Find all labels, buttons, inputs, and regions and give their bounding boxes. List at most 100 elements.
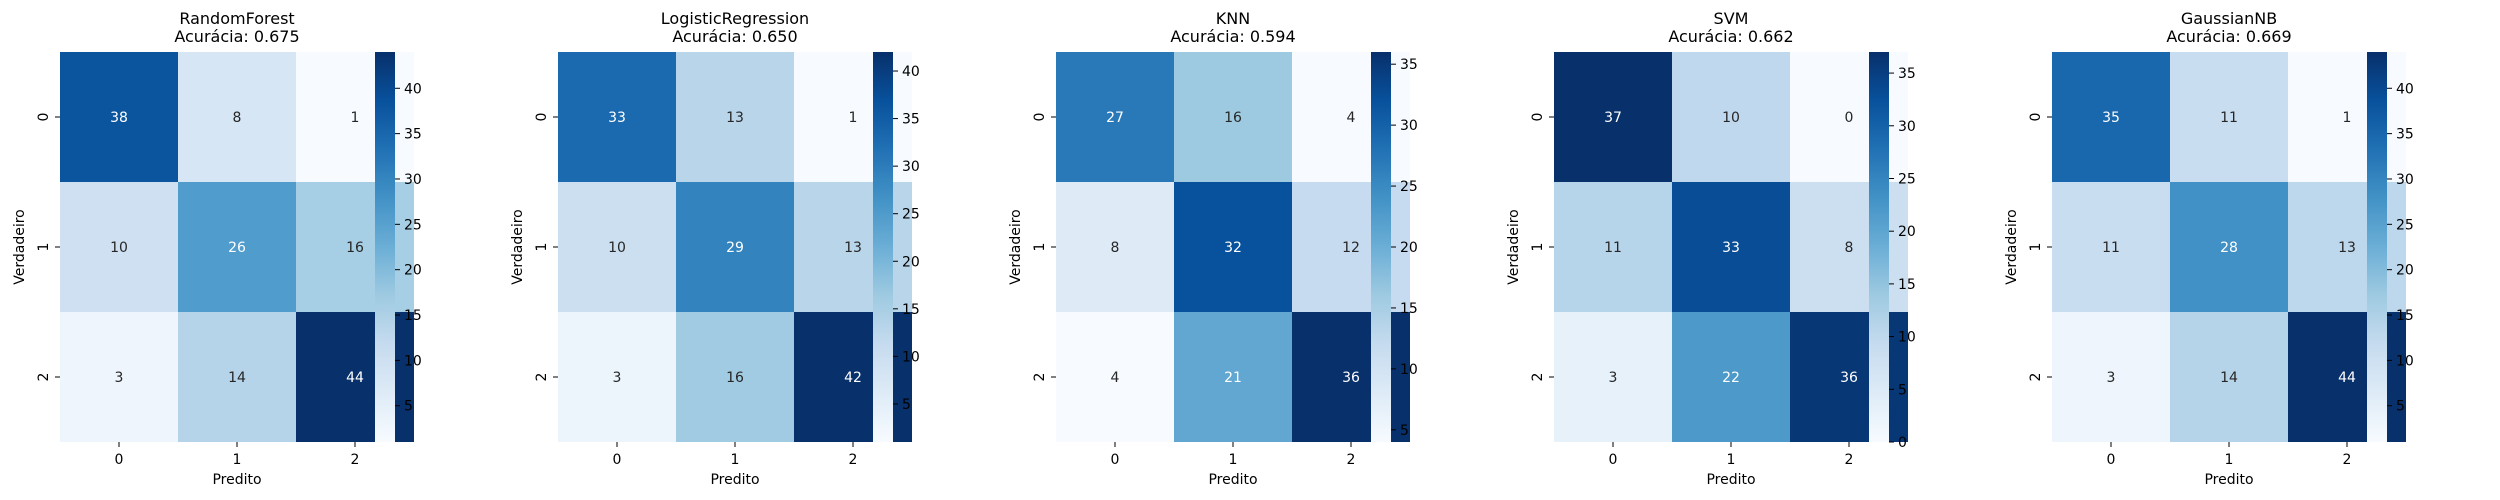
y-axis-label: Verdadeiro: [1008, 209, 1024, 284]
colorbar: [375, 52, 395, 442]
colorbar-tick-label: 20: [404, 263, 422, 279]
heatmap-cell: [1174, 312, 1292, 442]
x-tick-label: 1: [1229, 452, 1238, 468]
x-axis-label: Predito: [212, 472, 261, 488]
heatmap-cell: [2052, 312, 2170, 442]
colorbar-tick-label: 25: [902, 207, 920, 223]
x-tick-label: 1: [233, 452, 242, 468]
heatmap-cell: [2052, 182, 2170, 312]
heatmap-cell: [558, 182, 676, 312]
colorbar-tick-label: 5: [1898, 382, 1907, 398]
cell-value-label: 4: [1111, 370, 1120, 386]
cell-value-label: 1: [849, 110, 858, 126]
cell-value-label: 3: [115, 370, 124, 386]
heatmap-cell: [178, 52, 296, 182]
heatmap-cell: [676, 182, 794, 312]
y-tick-label: 0: [1032, 113, 1048, 122]
cell-value-label: 36: [1840, 370, 1858, 386]
x-tick-label: 2: [849, 452, 858, 468]
y-tick-label: 2: [1032, 373, 1048, 382]
x-axis-label: Predito: [1706, 472, 1755, 488]
y-tick-label: 0: [1530, 113, 1546, 122]
chart-subtitle: Acurácia: 0.669: [2166, 27, 2291, 46]
heatmap-cell: [1174, 52, 1292, 182]
cell-value-label: 1: [351, 110, 360, 126]
heatmap-cell: [1056, 182, 1174, 312]
heatmap-cell: [2170, 52, 2288, 182]
cell-value-label: 16: [346, 240, 364, 256]
colorbar-tick-label: 10: [404, 353, 422, 369]
colorbar-tick-label: 30: [1400, 118, 1418, 134]
cell-value-label: 37: [1604, 110, 1622, 126]
colorbar-tick-label: 25: [2396, 217, 2414, 233]
heatmap-cell: [60, 182, 178, 312]
colorbar-tick-label: 35: [1898, 66, 1916, 82]
colorbar-tick-label: 15: [2396, 308, 2414, 324]
x-tick-label: 1: [731, 452, 740, 468]
chart-subtitle: Acurácia: 0.650: [672, 27, 797, 46]
colorbar-tick-label: 30: [1898, 119, 1916, 135]
x-tick-label: 0: [2107, 452, 2116, 468]
heatmap-cell: [1056, 312, 1174, 442]
colorbar-tick-label: 35: [1400, 57, 1418, 73]
chart-title: GaussianNB: [2181, 9, 2277, 28]
cell-value-label: 3: [2107, 370, 2116, 386]
heatmap-cell: [1174, 182, 1292, 312]
colorbar-tick-label: 10: [902, 349, 920, 365]
heatmap-cell: [60, 52, 178, 182]
y-axis-label: Verdadeiro: [12, 209, 28, 284]
colorbar-tick-label: 40: [2396, 81, 2414, 97]
colorbar: [873, 52, 893, 442]
heatmap-cell: [1056, 52, 1174, 182]
cell-value-label: 44: [346, 370, 364, 386]
colorbar-tick-label: 20: [2396, 263, 2414, 279]
y-axis-label: Verdadeiro: [2004, 209, 2020, 284]
cell-value-label: 1: [2343, 110, 2352, 126]
x-tick-label: 0: [1111, 452, 1120, 468]
colorbar-tick-label: 15: [1400, 301, 1418, 317]
cell-value-label: 42: [844, 370, 862, 386]
colorbar-tick-label: 10: [1400, 362, 1418, 378]
colorbar-tick-label: 40: [902, 64, 920, 80]
colorbar-tick-label: 10: [1898, 330, 1916, 346]
y-tick-label: 1: [2028, 243, 2044, 252]
colorbar-tick-label: 30: [902, 159, 920, 175]
colorbar: [1869, 52, 1889, 442]
colorbar-tick-label: 25: [1400, 179, 1418, 195]
x-tick-label: 2: [351, 452, 360, 468]
heatmap-cell: [676, 312, 794, 442]
colorbar-tick-label: 20: [902, 254, 920, 270]
x-tick-label: 0: [613, 452, 622, 468]
colorbar-tick-label: 25: [404, 217, 422, 233]
colorbar-tick-label: 5: [2396, 399, 2405, 415]
cell-value-label: 11: [2220, 110, 2238, 126]
heatmap-cell: [1554, 52, 1672, 182]
colorbar: [1371, 52, 1391, 442]
chart-subtitle: Acurácia: 0.594: [1170, 27, 1295, 46]
y-tick-label: 1: [1530, 243, 1546, 252]
y-tick-label: 0: [534, 113, 550, 122]
x-tick-label: 2: [2343, 452, 2352, 468]
cell-value-label: 4: [1347, 110, 1356, 126]
x-tick-label: 0: [115, 452, 124, 468]
colorbar-tick-label: 10: [2396, 353, 2414, 369]
x-tick-label: 2: [1347, 452, 1356, 468]
cell-value-label: 14: [228, 370, 246, 386]
x-tick-label: 2: [1845, 452, 1854, 468]
heatmap-cell: [1672, 182, 1790, 312]
x-tick-label: 1: [2225, 452, 2234, 468]
x-axis-label: Predito: [1208, 472, 1257, 488]
cell-value-label: 38: [110, 110, 128, 126]
cell-value-label: 36: [1342, 370, 1360, 386]
cell-value-label: 11: [1604, 240, 1622, 256]
colorbar-tick-label: 35: [404, 127, 422, 143]
cell-value-label: 21: [1224, 370, 1242, 386]
cell-value-label: 10: [608, 240, 626, 256]
chart-title: LogisticRegression: [661, 9, 809, 28]
chart-title: KNN: [1216, 9, 1250, 28]
y-axis-label: Verdadeiro: [1506, 209, 1522, 284]
